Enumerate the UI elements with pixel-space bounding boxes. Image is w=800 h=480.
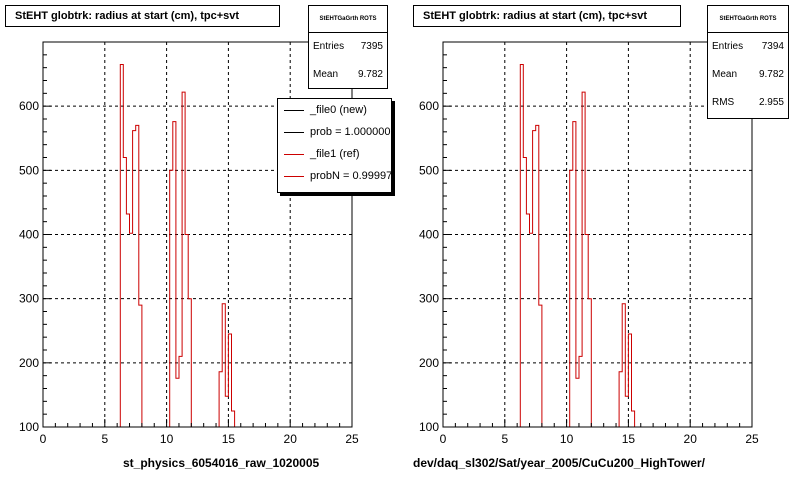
- x-tick-label: 0: [40, 432, 47, 446]
- right-stats-rms: RMS 2.955: [708, 89, 788, 117]
- plot-area: [443, 42, 752, 427]
- y-tick-label: 400: [419, 228, 439, 242]
- legend-entry-file1: _file1 (ref): [278, 143, 391, 165]
- x-tick-label: 5: [501, 432, 508, 446]
- right-stats-rms-value: 2.955: [758, 97, 784, 108]
- y-tick-label: 100: [19, 420, 39, 434]
- legend-label-file0: _file0 (new): [310, 104, 367, 116]
- left-stats-mean-value: 9.782: [357, 69, 383, 80]
- y-tick-label: 100: [419, 420, 439, 434]
- y-tick-label: 400: [19, 228, 39, 242]
- x-tick-label: 20: [684, 432, 698, 446]
- left-chart-title: StEHT globtrk: radius at start (cm), tpc…: [5, 5, 280, 27]
- left-stats-box: StEHTGaGrth ROTS Entries 7395 Mean 9.782: [308, 5, 388, 89]
- left-histogram-panel: 0 5 10 15 20 25 100 200 300 400 500 600 StEHT globt…: [5, 5, 392, 470]
- y-tick-label: 500: [19, 163, 39, 177]
- x-tick-label: 25: [745, 432, 759, 446]
- histogram-outline: [43, 64, 352, 428]
- x-tick-label: 10: [160, 432, 174, 446]
- x-tick-label: 15: [222, 432, 236, 446]
- x-tick-label: 20: [284, 432, 298, 446]
- right-histogram-plot: 0 5 10 15 20 25 100 200 300 400 500 600: [419, 41, 759, 446]
- legend-entry-probn: probN = 0.999970: [278, 165, 391, 187]
- right-stats-box: StEHTGaGrth ROTS Entries 7394 Mean 9.782…: [707, 5, 789, 119]
- left-stats-name: StEHTGaGrth ROTS: [309, 6, 387, 33]
- right-stats-mean-value: 9.782: [758, 69, 784, 80]
- right-x-caption: dev/daq_sl302/Sat/year_2005/CuCu200_High…: [413, 456, 705, 470]
- y-tick-label: 200: [19, 356, 39, 370]
- right-chart-title: StEHT globtrk: radius at start (cm), tpc…: [413, 5, 681, 27]
- legend-line-red: [284, 176, 304, 177]
- right-stats-entries-label: Entries: [712, 41, 744, 52]
- histogram-outline: [443, 64, 752, 428]
- left-x-caption: st_physics_6054016_raw_1020005: [123, 456, 320, 470]
- x-tick-label: 10: [560, 432, 574, 446]
- left-stats-entries-value: 7395: [360, 41, 383, 52]
- left-stats-mean-label: Mean: [313, 69, 339, 80]
- right-stats-rms-label: RMS: [712, 97, 735, 108]
- y-tick-label: 300: [19, 292, 39, 306]
- legend-label-probn: probN = 0.999970: [310, 170, 392, 182]
- right-stats-entries-value: 7394: [761, 41, 784, 52]
- y-tick-label: 600: [19, 99, 39, 113]
- x-tick-label: 0: [440, 432, 447, 446]
- x-tick-label: 25: [345, 432, 359, 446]
- right-stats-mean-label: Mean: [712, 69, 738, 80]
- legend-line-black: [284, 132, 304, 133]
- y-tick-label: 300: [419, 292, 439, 306]
- legend-entry-prob: prob = 1.000000: [278, 121, 391, 143]
- right-stats-name: StEHTGaGrth ROTS: [708, 6, 788, 33]
- right-stats-entries: Entries 7394: [708, 33, 788, 61]
- left-stats-entries: Entries 7395: [309, 33, 387, 61]
- right-histogram-panel: 0 5 10 15 20 25 100 200 300 400 500 600 StEHT globt…: [400, 0, 800, 480]
- x-tick-label: 5: [101, 432, 108, 446]
- legend-label-prob: prob = 1.000000: [310, 126, 391, 138]
- y-tick-label: 500: [419, 163, 439, 177]
- left-stats-entries-label: Entries: [313, 41, 345, 52]
- y-tick-label: 600: [419, 99, 439, 113]
- legend-line-red: [284, 154, 304, 155]
- left-stats-mean: Mean 9.782: [309, 61, 387, 88]
- y-tick-label: 200: [419, 356, 439, 370]
- left-legend: _file0 (new) prob = 1.000000 _file1 (ref…: [277, 98, 392, 193]
- right-stats-mean: Mean 9.782: [708, 61, 788, 89]
- legend-line-black: [284, 110, 304, 111]
- legend-entry-file0: _file0 (new): [278, 99, 391, 121]
- x-tick-label: 15: [622, 432, 636, 446]
- legend-label-file1: _file1 (ref): [310, 148, 360, 160]
